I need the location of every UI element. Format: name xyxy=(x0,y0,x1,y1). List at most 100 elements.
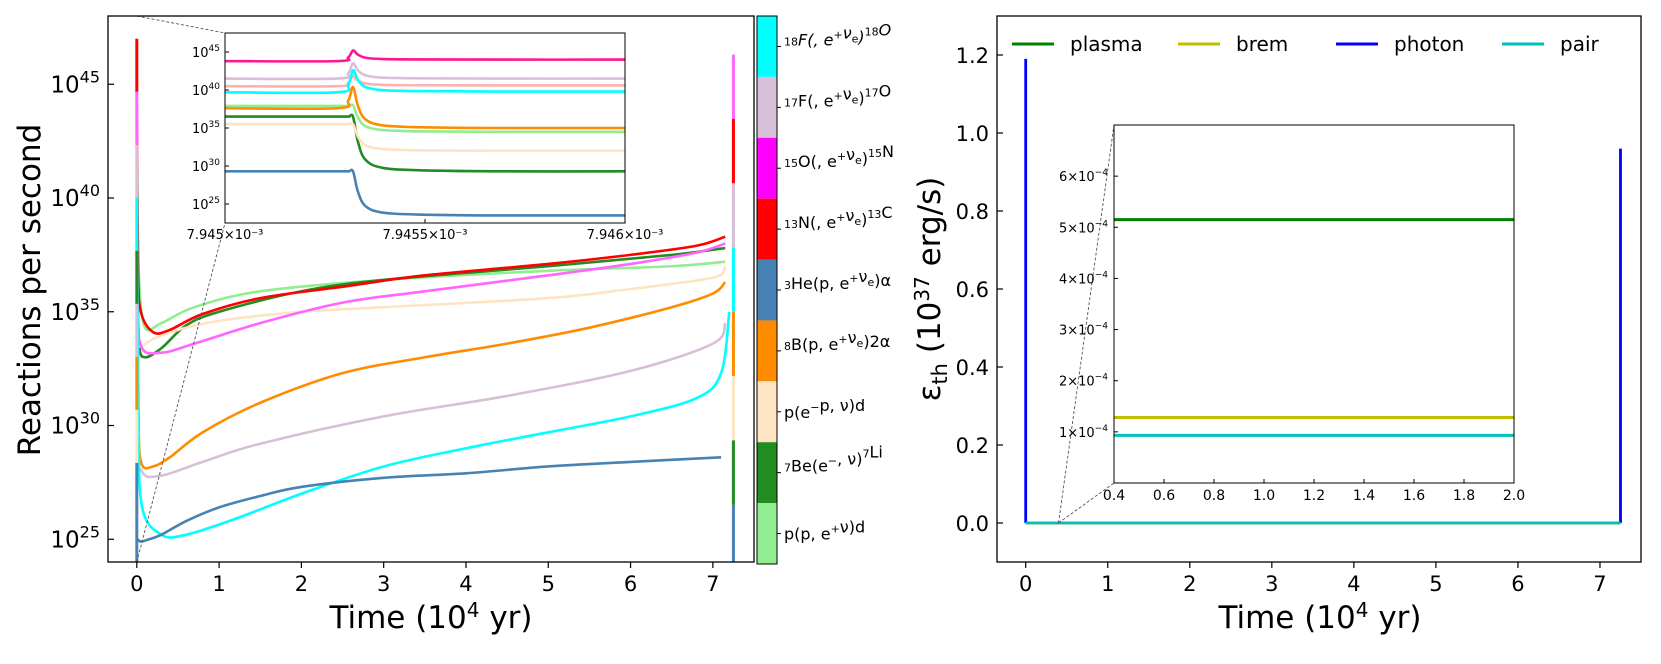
x-tick-label: 7 xyxy=(1593,572,1606,596)
y-tick-label: 0.4 xyxy=(956,356,989,380)
y-tick-label: 0.0 xyxy=(956,512,989,536)
right-inset-background xyxy=(1114,125,1514,483)
inset-y-tick-label: 2×10−4 xyxy=(1059,373,1108,390)
inset-y-tick-label: 1035 xyxy=(192,120,220,137)
colorbar-label: 8B(p, e+νe)2α xyxy=(784,328,890,354)
left-inset: 7.945×10⁻³ 7.9455×10⁻³ 7.946×10⁻³ 1025 1030… xyxy=(187,32,663,243)
series-line-8b-p-e-e-2 xyxy=(135,281,727,470)
inset-y-tick-label: 4×10−4 xyxy=(1059,270,1108,287)
right-zoom-line xyxy=(1058,482,1115,524)
inset-y-tick-label: 1030 xyxy=(192,158,220,175)
right-inset: 0.4 0.6 0.8 1.0 1.2 1.4 1.6 1.8 2.0 1×10−4 2×10−4… xyxy=(1059,124,1525,504)
left-inset-x-ticks: 7.945×10⁻³ 7.9455×10⁻³ 7.946×10⁻³ xyxy=(187,219,663,243)
colorbar-label: 15O(, e+νe)15N xyxy=(784,142,894,171)
series-line-18f-e-e-18o xyxy=(135,175,731,539)
x-tick-label: 3 xyxy=(1265,572,1278,596)
right-series-group xyxy=(1024,58,1622,525)
y-tick-label: 1.0 xyxy=(956,122,989,146)
left-x-ticks: 0 1 2 3 4 5 6 7 xyxy=(130,562,720,596)
x-tick-label: 0 xyxy=(1019,572,1032,596)
right-inset-series-group xyxy=(1114,218,1514,437)
inset-x-tick-label: 1.0 xyxy=(1253,488,1275,504)
right-legend: plasma brem photon pair xyxy=(1012,32,1600,56)
x-tick-label: 0 xyxy=(130,572,143,596)
right-y-axis-title: εth (1037 erg/s) xyxy=(910,177,952,402)
colorbar-label: p(p, e+ν)d xyxy=(784,518,865,544)
right-zoom-line xyxy=(1058,124,1115,524)
series-line-13n-e-e-13c xyxy=(135,106,726,335)
x-tick-label: 2 xyxy=(1183,572,1196,596)
inset-x-tick-label: 0.6 xyxy=(1153,488,1175,504)
inset-y-tick-label: 1×10−4 xyxy=(1059,424,1108,441)
y-tick-label: 1040 xyxy=(50,181,100,212)
inset-y-tick-label: 1025 xyxy=(192,196,220,213)
colorbar-cell xyxy=(757,320,777,382)
colorbar-cell xyxy=(757,76,777,138)
right-zoom-lines xyxy=(1058,124,1115,524)
y-tick-label: 0.8 xyxy=(956,200,989,224)
colorbar-labels: 18F(, e+νe)18O 17F(, e+νe)17O 15O(, e+νe)1… xyxy=(777,20,894,544)
inset-x-tick-label: 0.4 xyxy=(1103,488,1125,504)
inset-y-tick-label: 5×10−4 xyxy=(1059,219,1108,236)
left-zoom-line xyxy=(136,15,226,34)
left-zoom-lines xyxy=(136,15,226,563)
left-x-axis-title: Time (104 yr) xyxy=(328,598,532,636)
colorbar-cell xyxy=(757,16,777,77)
inset-series-line-8b-p-e-e-2 xyxy=(225,85,625,130)
legend-label-photon: photon xyxy=(1394,32,1464,56)
inset-y-tick-label: 6×10−4 xyxy=(1059,168,1108,185)
colorbar-label: 13N(, e+νe)13C xyxy=(784,203,893,232)
inset-y-tick-label: 3×10−4 xyxy=(1059,322,1108,339)
right-y-ticks: 0.0 0.2 0.4 0.6 0.8 1.0 1.2 xyxy=(956,44,1003,536)
y-tick-label: 1.2 xyxy=(956,44,989,68)
x-tick-label: 6 xyxy=(1511,572,1524,596)
inset-series-line-15o-e-e-15n xyxy=(225,49,625,63)
inset-y-tick-label: 1040 xyxy=(192,82,220,99)
y-tick-label: 1025 xyxy=(50,522,100,553)
left-chart: 0 1 2 3 4 5 6 7 1025 1030 1035 1040 1045 Time (104 … xyxy=(12,15,755,636)
right-inset-x-ticks: 0.4 0.6 0.8 1.0 1.2 1.4 1.6 1.8 2.0 xyxy=(1103,479,1525,504)
y-tick-label: 0.2 xyxy=(956,434,989,458)
colorbar-label: 7Be(e−, ν)7Li xyxy=(784,443,883,476)
left-inset-y-ticks: 1025 1030 1035 1040 1045 xyxy=(192,44,229,213)
colorbar-cell xyxy=(757,198,777,260)
colorbar-cells xyxy=(757,16,777,564)
inset-x-tick-label: 1.2 xyxy=(1303,488,1325,504)
x-tick-label: 6 xyxy=(624,572,637,596)
x-tick-label: 1 xyxy=(212,572,225,596)
inset-x-tick-label: 1.8 xyxy=(1453,488,1475,504)
inset-x-tick-label: 2.0 xyxy=(1503,488,1525,504)
inset-x-tick-label: 7.945×10⁻³ xyxy=(187,228,264,243)
inset-x-tick-label: 0.8 xyxy=(1203,488,1225,504)
inset-y-tick-label: 1045 xyxy=(192,44,220,61)
x-tick-label: 1 xyxy=(1101,572,1114,596)
colorbar-label: 17F(, e+νe)17O xyxy=(784,81,891,110)
colorbar-label: 18F(, e+νe)18O xyxy=(784,20,891,49)
inset-x-tick-label: 1.4 xyxy=(1353,488,1375,504)
inset-x-tick-label: 7.9455×10⁻³ xyxy=(383,228,468,243)
right-chart: 0 1 2 3 4 5 6 7 0.0 0.2 0.4 0.6 0.8 1.0 1.2 Time (104… xyxy=(910,15,1642,636)
x-tick-label: 2 xyxy=(295,572,308,596)
x-tick-label: 5 xyxy=(542,572,555,596)
x-tick-label: 5 xyxy=(1429,572,1442,596)
series-line-3he-p-e-e xyxy=(136,456,722,543)
inset-x-tick-label: 1.6 xyxy=(1403,488,1425,504)
colorbar-cell xyxy=(757,503,777,564)
left-plot-frame xyxy=(107,15,755,563)
x-tick-label: 3 xyxy=(377,572,390,596)
x-tick-label: 4 xyxy=(459,572,472,596)
left-inset-series-group xyxy=(225,49,625,217)
inset-series-line-3he-p-e-e xyxy=(225,168,625,217)
colorbar: 18F(, e+νe)18O 17F(, e+νe)17O 15O(, e+νe)1… xyxy=(756,15,894,565)
y-tick-label: 1035 xyxy=(50,295,100,326)
right-inset-y-ticks: 1×10−4 2×10−4 3×10−4 4×10−4 5×10−4 6×10−4 xyxy=(1059,168,1118,441)
x-tick-label: 7 xyxy=(706,572,719,596)
colorbar-cell xyxy=(757,381,777,443)
colorbar-label: 3He(p, e+νe)α xyxy=(784,267,891,293)
colorbar-label: p(e−p, ν)d xyxy=(784,396,865,422)
x-tick-label: 4 xyxy=(1347,572,1360,596)
left-y-ticks: 1025 1030 1035 1040 1045 xyxy=(50,67,114,553)
left-boundary-spikes xyxy=(135,38,735,562)
inset-series-line-18f-e-e-18o xyxy=(225,68,625,95)
